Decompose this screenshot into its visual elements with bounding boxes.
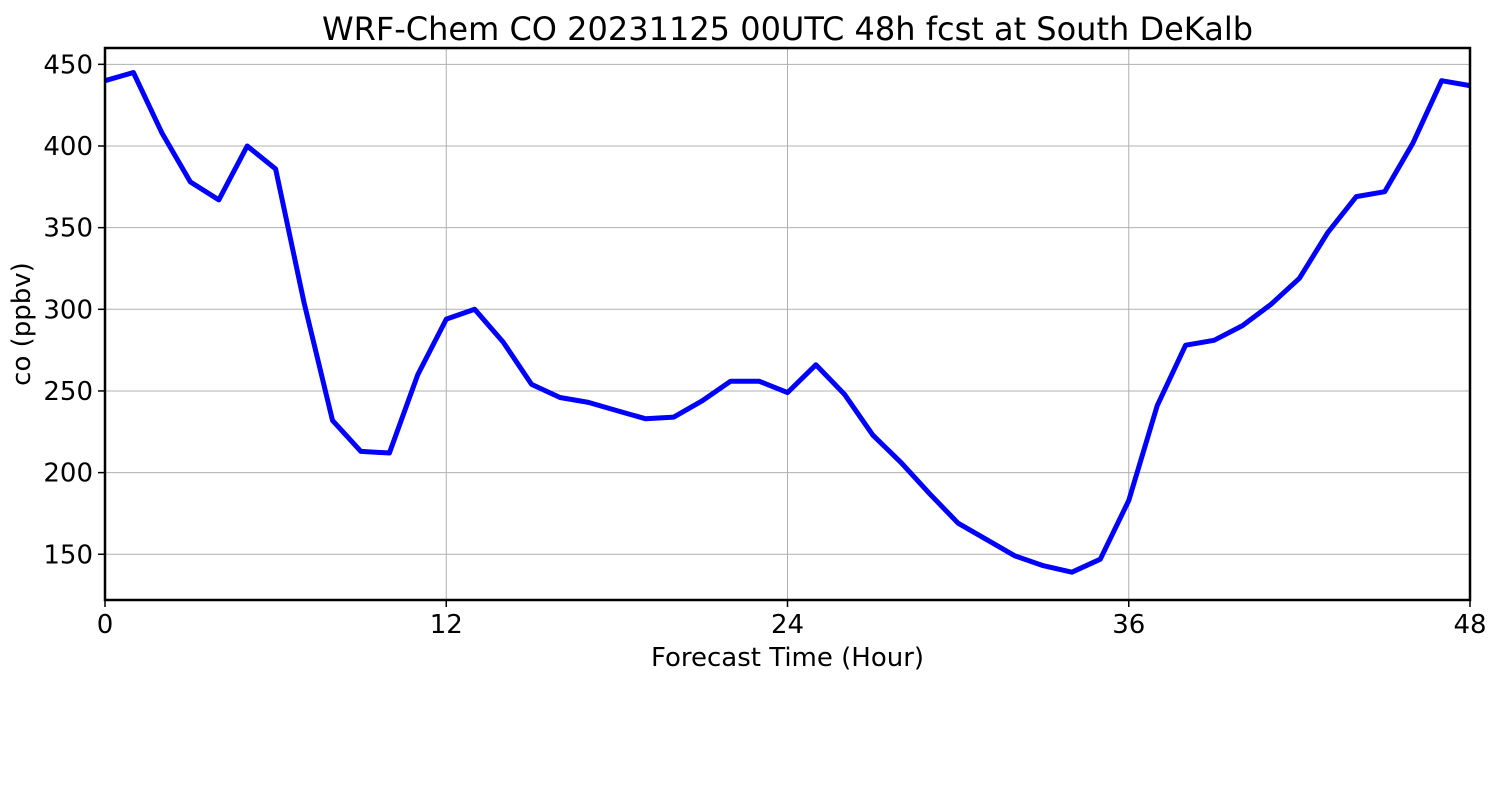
y-tick-label: 150	[43, 540, 93, 570]
series-layer	[104, 70, 1471, 575]
chart-title: WRF-Chem CO 20231125 00UTC 48h fcst at S…	[322, 10, 1253, 48]
axis-ticks: 0 12 24 36 48 150 200 250 300 350 400 450	[43, 50, 1486, 640]
y-tick-label: 350	[43, 214, 93, 244]
y-tick-label: 200	[43, 459, 93, 489]
y-tick-label: 400	[43, 132, 93, 162]
x-tick-label: 24	[771, 610, 804, 640]
x-tick-label: 36	[1112, 610, 1145, 640]
co-series-line	[104, 70, 1471, 575]
x-tick-label: 12	[430, 610, 463, 640]
y-tick-label: 450	[43, 50, 93, 80]
x-tick-label: 48	[1453, 610, 1486, 640]
y-tick-label: 300	[43, 295, 93, 325]
x-tick-label: 0	[97, 610, 114, 640]
y-tick-label: 250	[43, 377, 93, 407]
y-axis-label: co (ppbv)	[7, 262, 37, 386]
x-axis-label: Forecast Time (Hour)	[651, 643, 924, 673]
